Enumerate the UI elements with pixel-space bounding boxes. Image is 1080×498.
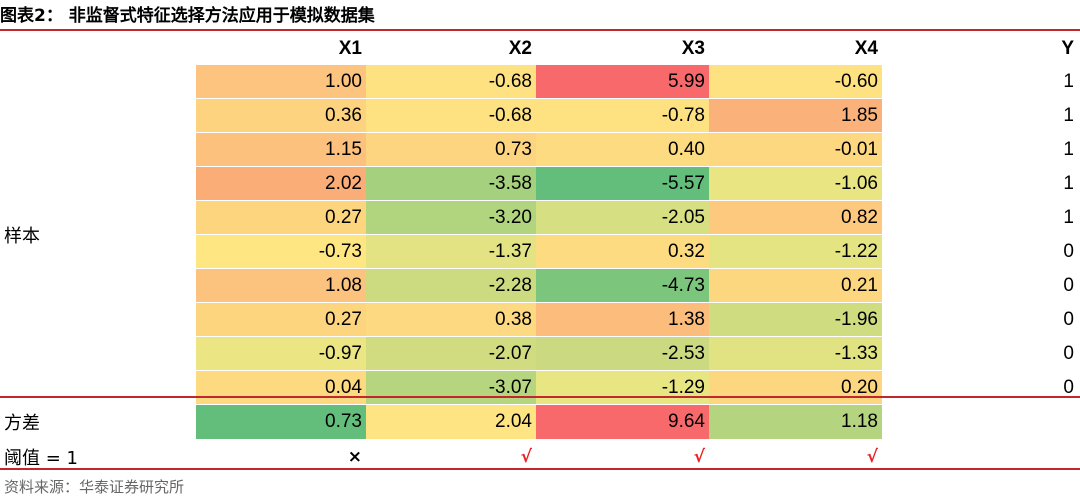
figure-title: 图表2： 非监督式特征选择方法应用于模拟数据集 <box>0 6 375 26</box>
table-row: 0.27 -3.20 -2.05 0.82 1 <box>0 200 1080 235</box>
table-row: 0.04 -3.07 -1.29 0.20 0 <box>0 370 1080 405</box>
cell-y: 1 <box>1063 172 1074 194</box>
variance-y-blank <box>882 405 1080 440</box>
header-row: X1 X2 X3 X4 Y <box>0 33 1080 65</box>
threshold-x4: √ <box>709 439 882 475</box>
cell-y: 1 <box>1063 206 1074 228</box>
table-row: -0.97 -2.07 -2.53 -1.33 0 <box>0 336 1080 371</box>
cell-x4: -1.22 <box>709 234 882 269</box>
cell-x3: 0.32 <box>536 234 709 269</box>
cell-x2: -2.28 <box>366 268 536 303</box>
source-note: 资料来源：华泰证券研究所 <box>4 478 185 496</box>
cell-x1: 0.27 <box>196 302 366 337</box>
header-y: Y <box>1061 38 1074 59</box>
top-rule <box>0 29 1080 31</box>
variance-x4: 1.18 <box>709 404 882 439</box>
cell-x1: 0.27 <box>196 200 366 235</box>
cell-x4: -0.01 <box>709 132 882 167</box>
cell-x1: -0.73 <box>196 234 366 269</box>
table-row: 2.02 -3.58 -5.57 -1.06 1 <box>0 166 1080 201</box>
header-x1: X1 <box>338 38 362 59</box>
cell-x4: -0.60 <box>709 65 882 99</box>
cell-y: 0 <box>1063 274 1074 296</box>
cell-x3: -2.05 <box>536 200 709 235</box>
cell-x2: -3.07 <box>366 370 536 405</box>
threshold-x3: √ <box>536 439 709 475</box>
variance-row: 方差 0.73 2.04 9.64 1.18 <box>0 404 1080 440</box>
cell-x3: 5.99 <box>536 65 709 99</box>
table-row: 样本 1.00 -0.68 5.99 -0.60 1 <box>0 65 1080 247</box>
cell-x2: -0.68 <box>366 65 536 99</box>
cell-x2: 0.73 <box>366 132 536 167</box>
cell-y: 0 <box>1063 376 1074 398</box>
variance-x2: 2.04 <box>366 404 536 439</box>
cell-x1: 1.15 <box>196 132 366 167</box>
check-icon: √ <box>693 447 705 467</box>
cell-x3: -5.57 <box>536 166 709 201</box>
cross-icon: × <box>347 447 362 467</box>
table-row: 1.15 0.73 0.40 -0.01 1 <box>0 132 1080 167</box>
threshold-label: 阈值 = 1 <box>4 448 78 469</box>
header-blank <box>0 33 196 65</box>
cell-x4: 0.20 <box>709 370 882 405</box>
cell-x1: 0.04 <box>196 370 366 405</box>
table-row: 0.36 -0.68 -0.78 1.85 1 <box>0 98 1080 133</box>
cell-y: 1 <box>1063 104 1074 126</box>
cell-y: 1 <box>1063 70 1074 92</box>
cell-x2: -1.37 <box>366 234 536 269</box>
cell-x1: 1.00 <box>196 65 366 99</box>
cell-x4: 0.82 <box>709 200 882 235</box>
header-x4: X4 <box>854 38 878 59</box>
cell-x1: 2.02 <box>196 166 366 201</box>
table-row: 0.27 0.38 1.38 -1.96 0 <box>0 302 1080 337</box>
cell-x1: 0.36 <box>196 98 366 133</box>
cell-x4: -1.06 <box>709 166 882 201</box>
cell-x3: -0.78 <box>536 98 709 133</box>
cell-x2: -0.68 <box>366 98 536 133</box>
cell-x2: -2.07 <box>366 336 536 371</box>
threshold-y-blank <box>882 439 1080 475</box>
variance-x3: 9.64 <box>536 404 709 439</box>
cell-x4: 0.21 <box>709 268 882 303</box>
threshold-x2: √ <box>366 439 536 475</box>
table-row: 1.08 -2.28 -4.73 0.21 0 <box>0 268 1080 303</box>
sample-label: 样本 <box>4 225 40 247</box>
header-x2: X2 <box>508 38 532 59</box>
variance-label: 方差 <box>4 412 40 434</box>
cell-y: 1 <box>1063 138 1074 160</box>
cell-x3: 0.40 <box>536 132 709 167</box>
cell-x3: 1.38 <box>536 302 709 337</box>
cell-x4: 1.85 <box>709 98 882 133</box>
cell-y: 0 <box>1063 240 1074 262</box>
cell-x3: -1.29 <box>536 370 709 405</box>
cell-x2: 0.38 <box>366 302 536 337</box>
cell-x1: 1.08 <box>196 268 366 303</box>
cell-x3: -4.73 <box>536 268 709 303</box>
threshold-x1: × <box>196 439 366 475</box>
header-x3: X3 <box>681 38 705 59</box>
cell-y: 0 <box>1063 308 1074 330</box>
cell-x4: -1.96 <box>709 302 882 337</box>
check-icon: √ <box>866 447 878 467</box>
cell-y: 0 <box>1063 342 1074 364</box>
variance-rule <box>0 396 1080 398</box>
cell-x2: -3.20 <box>366 200 536 235</box>
threshold-row: 阈值 = 1 × √ √ √ <box>0 439 1080 475</box>
check-icon: √ <box>520 447 532 467</box>
cell-x4: -1.33 <box>709 336 882 371</box>
data-table: X1 X2 X3 X4 Y 样本 1.00 -0.68 5.99 -0.60 1 0.36-… <box>0 33 1080 475</box>
variance-x1: 0.73 <box>196 404 366 439</box>
bottom-rule <box>0 468 1080 470</box>
cell-x3: -2.53 <box>536 336 709 371</box>
table-row: -0.73 -1.37 0.32 -1.22 0 <box>0 234 1080 269</box>
cell-x2: -3.58 <box>366 166 536 201</box>
cell-x1: -0.97 <box>196 336 366 371</box>
